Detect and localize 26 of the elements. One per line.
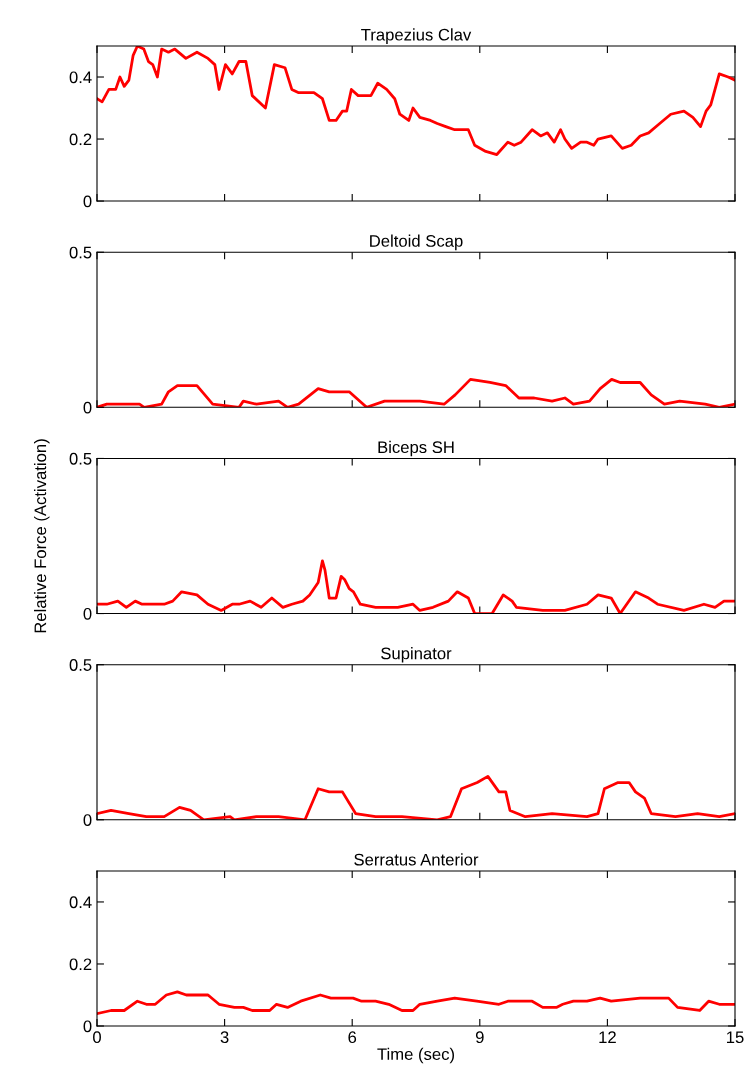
- y-tick-label: 0: [83, 195, 92, 208]
- y-tick-label: 0.4: [69, 71, 92, 84]
- x-tick-label: 0: [93, 1031, 101, 1044]
- line-series: [97, 990, 735, 1015]
- x-tick-label: 3: [220, 1031, 229, 1044]
- chart-title: Supinator: [381, 647, 452, 663]
- x-tick-label: 12: [599, 1031, 616, 1043]
- y-tick-label: 0: [83, 607, 92, 620]
- y-tick-label: 0.2: [69, 958, 92, 971]
- y-tick-label: 0: [83, 1020, 92, 1033]
- y-tick-label: 0: [83, 401, 92, 414]
- x-tick-label: 6: [348, 1031, 357, 1044]
- chart-title: Biceps SH: [378, 440, 454, 457]
- x-axis-title: Time (sec): [377, 1047, 455, 1064]
- y-tick-label: 0.4: [69, 896, 92, 909]
- chart-title: Deltoid Scap: [370, 234, 463, 251]
- y-axis-title: Relative Force (Activation): [33, 439, 50, 633]
- y-tick-label: 0.5: [69, 246, 92, 259]
- chart-title: Trapezius Clav: [361, 28, 472, 44]
- x-tick-label: 9: [475, 1031, 484, 1044]
- y-tick-label: 0.5: [69, 659, 92, 671]
- y-tick-label: 0.2: [69, 133, 92, 146]
- x-tick-label: 15: [727, 1031, 744, 1044]
- chart-title: Serratus Anterior: [354, 853, 479, 866]
- y-tick-label: 0: [83, 814, 92, 826]
- y-tick-label: 0.5: [69, 452, 92, 465]
